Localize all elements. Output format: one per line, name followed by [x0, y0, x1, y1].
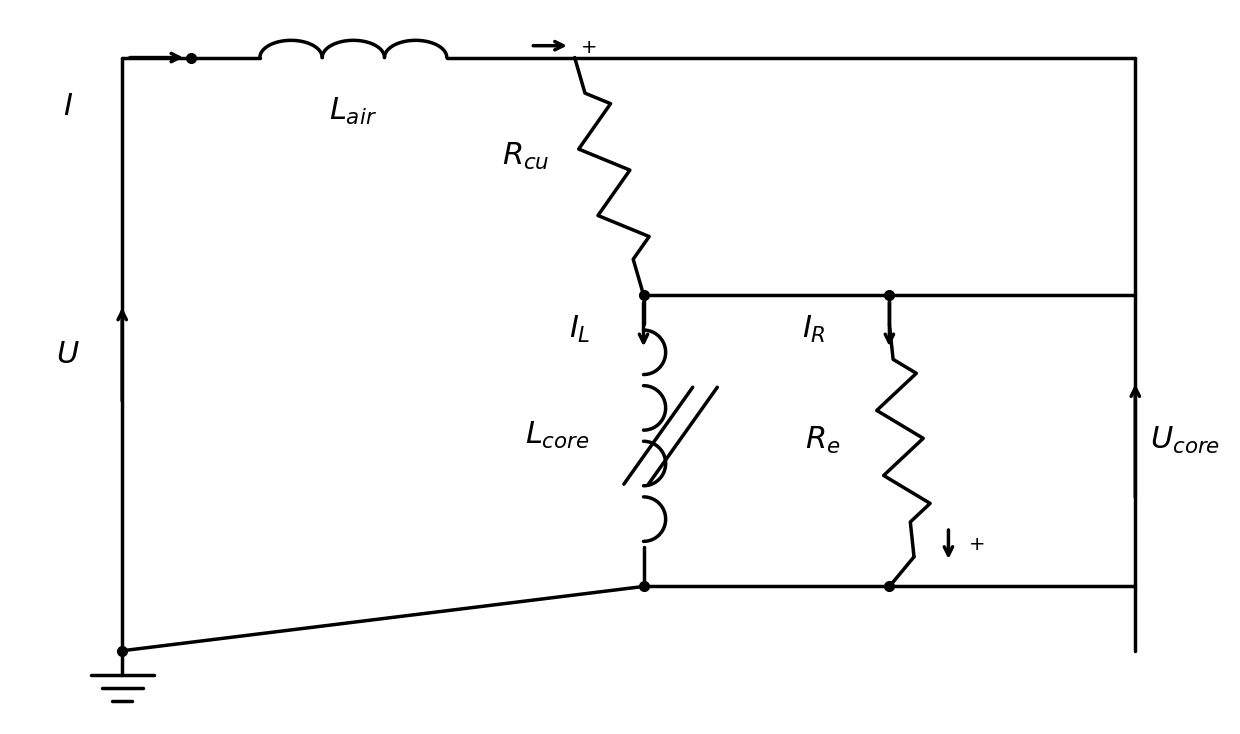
Text: $+$: $+$ [579, 38, 596, 57]
Text: $+$: $+$ [968, 536, 985, 554]
Text: $R_e$: $R_e$ [805, 425, 841, 457]
Text: $U_{core}$: $U_{core}$ [1149, 425, 1220, 457]
Text: $I_L$: $I_L$ [569, 314, 590, 345]
Text: $I$: $I$ [63, 92, 73, 123]
Text: $R_{cu}$: $R_{cu}$ [502, 141, 549, 172]
Text: $L_{core}$: $L_{core}$ [525, 420, 589, 451]
Text: $U$: $U$ [56, 338, 79, 370]
Text: $L_{air}$: $L_{air}$ [330, 96, 377, 128]
Text: $I_R$: $I_R$ [802, 314, 826, 345]
